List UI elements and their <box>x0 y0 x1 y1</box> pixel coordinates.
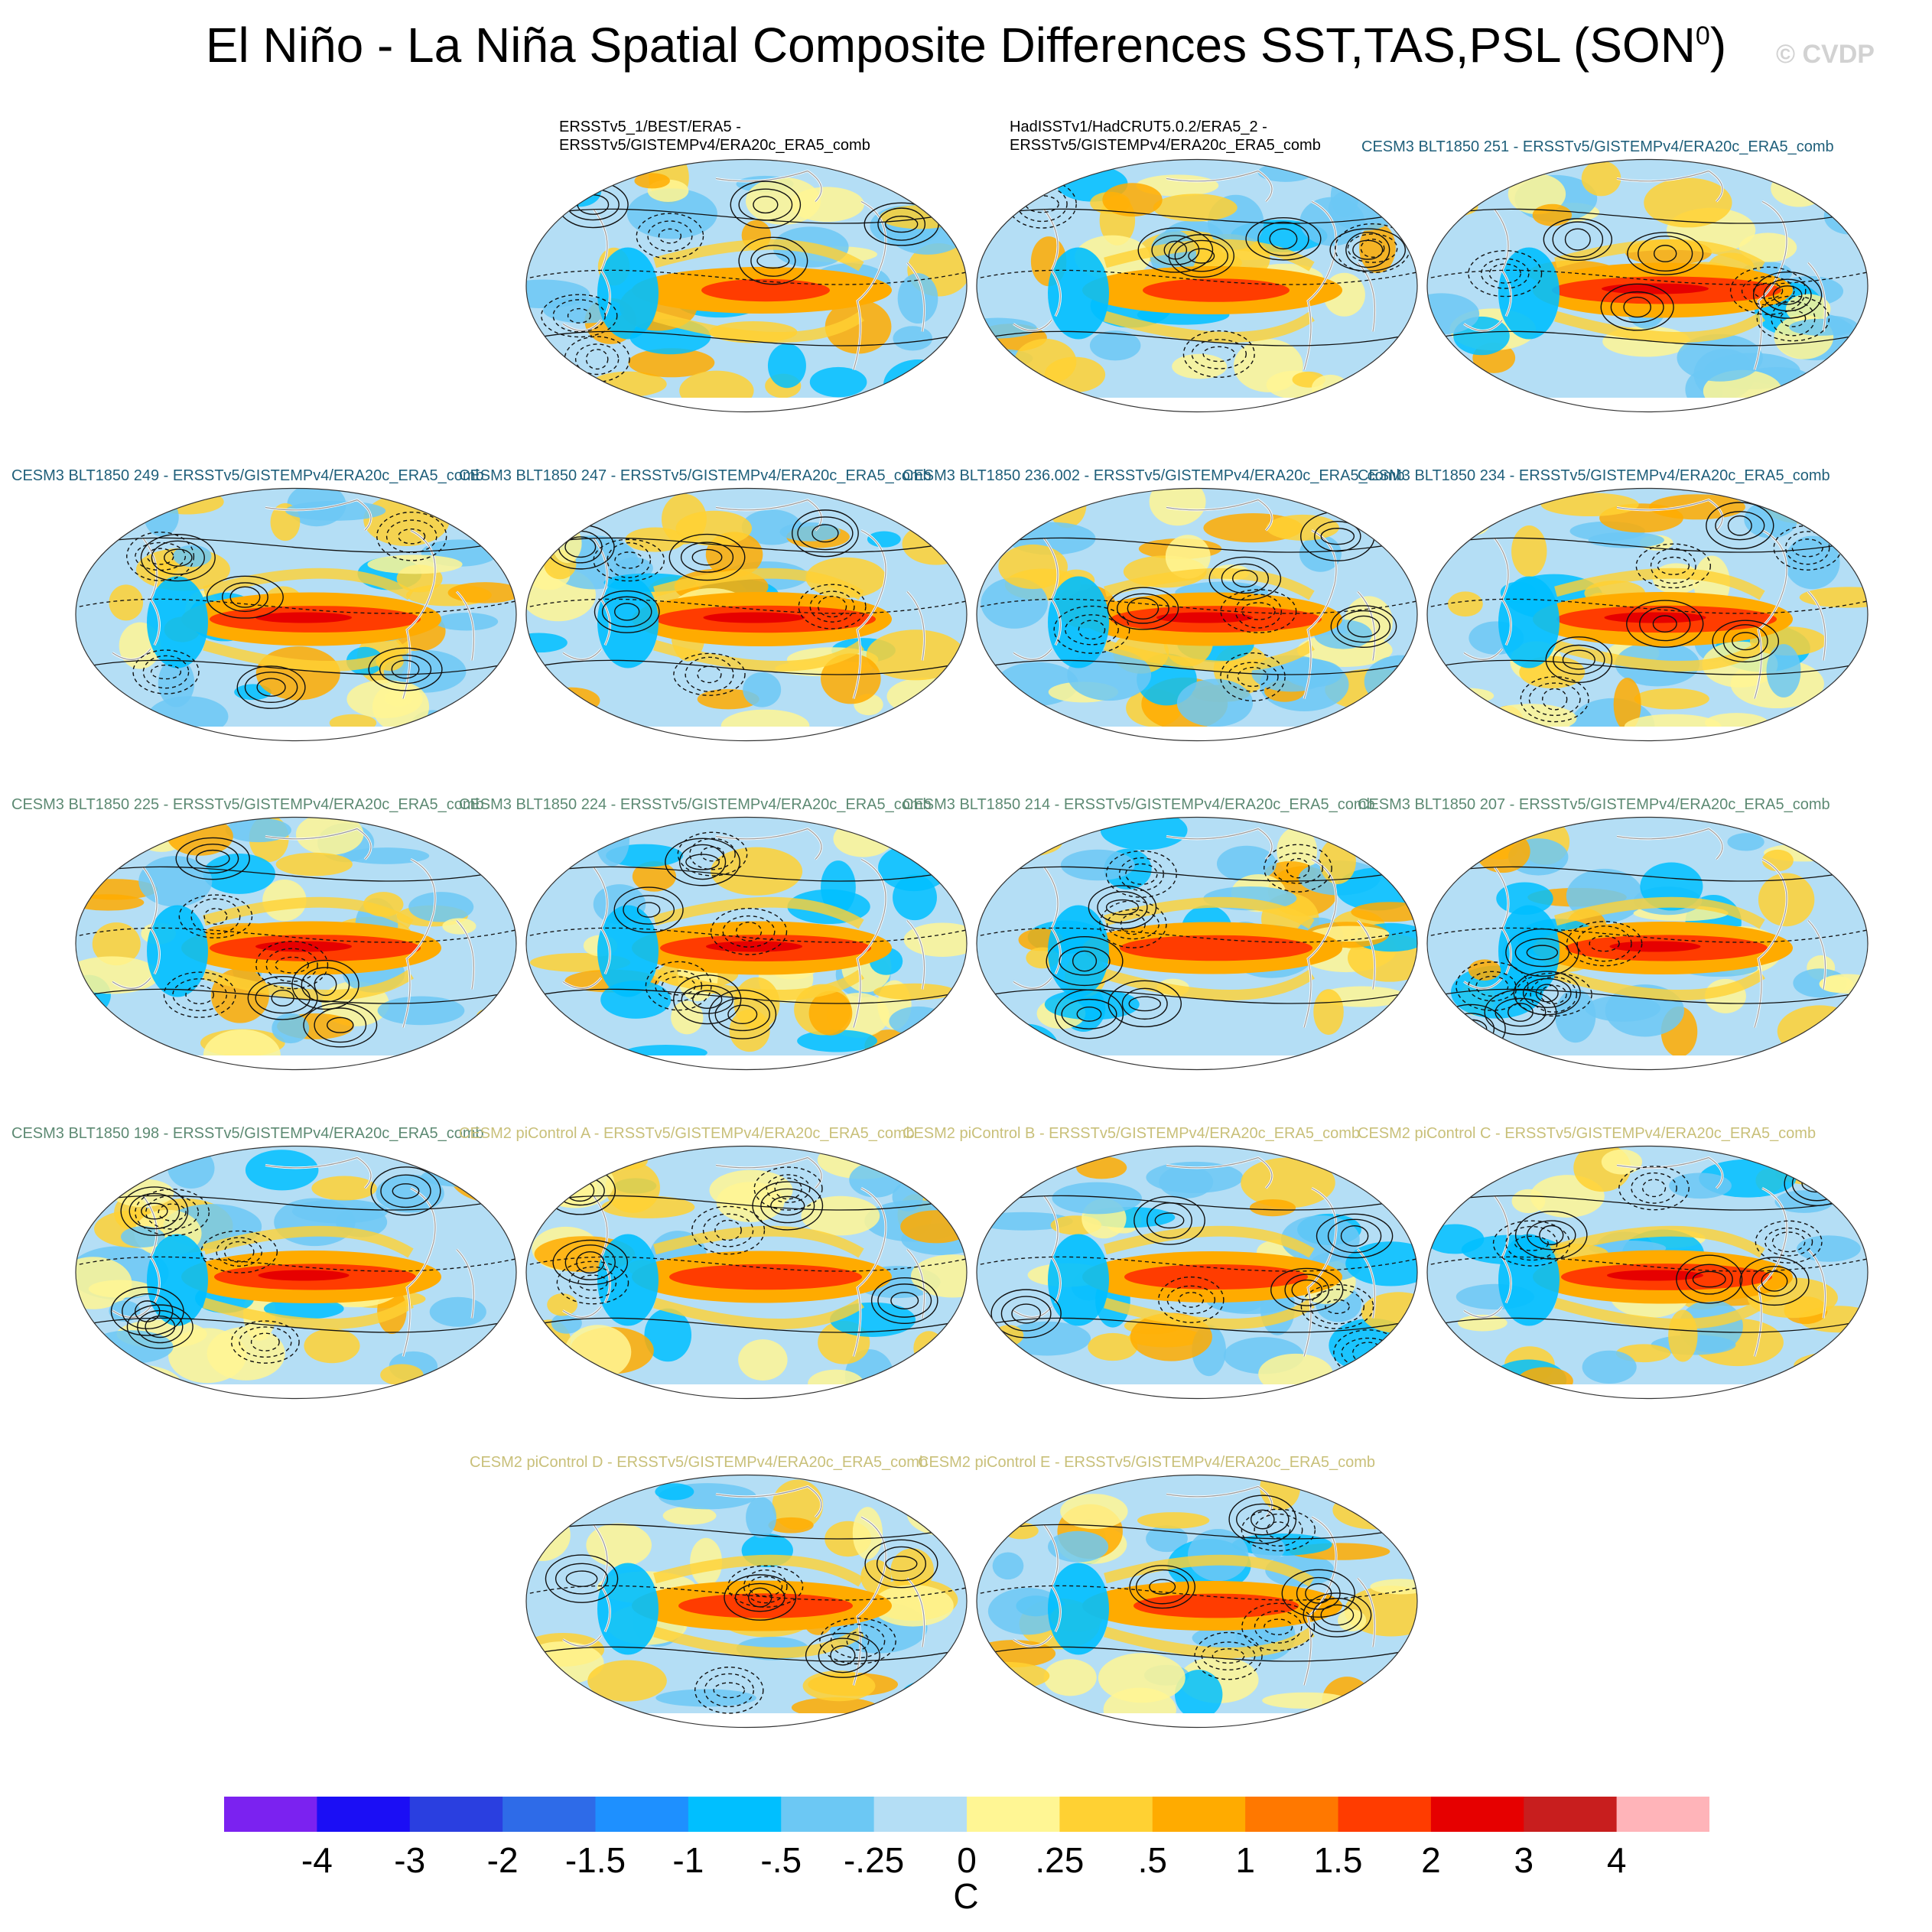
panel-label-line: ERSSTv5/GISTEMPv4/ERA20c_ERA5_comb <box>1010 137 1321 154</box>
panel-label-line: CESM3 BLT1850 198 - ERSSTv5/GISTEMPv4/ER… <box>11 1125 484 1142</box>
panel-label-line: CESM3 BLT1850 234 - ERSSTv5/GISTEMPv4/ER… <box>1358 467 1830 484</box>
colorbar-tick-label: 3 <box>1514 1840 1534 1880</box>
colorbar-tick-label: -1.5 <box>564 1840 626 1880</box>
panel-label-line: CESM3 BLT1850 236.002 - ERSSTv5/GISTEMPv… <box>903 467 1405 484</box>
panel-label: CESM2 piControl D - ERSSTv5/GISTEMPv4/ER… <box>470 1453 928 1472</box>
panel-label-line: CESM2 piControl A - ERSSTv5/GISTEMPv4/ER… <box>459 1125 915 1142</box>
colorbar-bin <box>317 1797 411 1832</box>
panel-label-line: CESM2 piControl B - ERSSTv5/GISTEMPv4/ER… <box>903 1125 1360 1142</box>
panel-label-line: CESM2 piControl C - ERSSTv5/GISTEMPv4/ER… <box>1358 1125 1817 1142</box>
panel-label: CESM2 piControl E - ERSSTv5/GISTEMPv4/ER… <box>918 1453 1375 1472</box>
map-panel <box>976 1474 1418 1729</box>
panel-label: CESM3 BLT1850 247 - ERSSTv5/GISTEMPv4/ER… <box>459 467 932 485</box>
map-panel <box>1426 158 1869 413</box>
colorbar-tick-label: -2 <box>486 1840 519 1880</box>
colorbar-bin <box>1524 1797 1618 1832</box>
panel-label: CESM3 BLT1850 198 - ERSSTv5/GISTEMPv4/ER… <box>11 1124 484 1143</box>
colorbar-tick-label: 1 <box>1235 1840 1255 1880</box>
panel-label: CESM3 BLT1850 236.002 - ERSSTv5/GISTEMPv… <box>903 467 1405 485</box>
colorbar-tick-label: 2 <box>1421 1840 1441 1880</box>
panel-label-line: CESM3 BLT1850 249 - ERSSTv5/GISTEMPv4/ER… <box>11 467 484 484</box>
panel-label: CESM3 BLT1850 225 - ERSSTv5/GISTEMPv4/ER… <box>11 795 484 814</box>
map-panel <box>525 158 968 413</box>
panel-label: HadISSTv1/HadCRUT5.0.2/ERA5_2 - ERSSTv5/G… <box>1010 118 1321 154</box>
panel-label: CESM2 piControl C - ERSSTv5/GISTEMPv4/ER… <box>1358 1124 1816 1143</box>
map-panel <box>976 1145 1418 1400</box>
map-panel <box>1426 1145 1869 1400</box>
colorbar-bin <box>595 1797 689 1832</box>
map-panel <box>75 816 517 1071</box>
colorbar-bin <box>1152 1797 1246 1832</box>
panel-label: CESM3 BLT1850 207 - ERSSTv5/GISTEMPv4/ER… <box>1358 795 1830 814</box>
map-panel <box>525 1145 968 1400</box>
panel-label-line: ERSSTv5/GISTEMPv4/ERA20c_ERA5_comb <box>559 137 870 154</box>
colorbar-tick-label: -1 <box>672 1840 704 1880</box>
panel-label-line: CESM3 BLT1850 251 - ERSSTv5/GISTEMPv4/ER… <box>1361 138 1834 155</box>
map-panel <box>75 1145 517 1400</box>
colorbar-bin <box>503 1797 596 1832</box>
colorbar-tick-label: -3 <box>394 1840 426 1880</box>
map-panel <box>75 487 517 742</box>
panel-label-line: CESM3 BLT1850 207 - ERSSTv5/GISTEMPv4/ER… <box>1358 796 1830 813</box>
colorbar-bin <box>1245 1797 1338 1832</box>
panel-label: CESM3 BLT1850 249 - ERSSTv5/GISTEMPv4/ER… <box>11 467 484 485</box>
colorbar-bin <box>1338 1797 1432 1832</box>
map-panel <box>525 487 968 742</box>
panel-label: ERSSTv5_1/BEST/ERA5 - ERSSTv5/GISTEMPv4/E… <box>559 118 870 154</box>
map-panel <box>976 816 1418 1071</box>
panel-label-line: HadISSTv1/HadCRUT5.0.2/ERA5_2 - <box>1010 119 1267 135</box>
colorbar-tick-label: .25 <box>1035 1840 1085 1880</box>
panel-label-line: CESM3 BLT1850 247 - ERSSTv5/GISTEMPv4/ER… <box>459 467 932 484</box>
colorbar-bin <box>224 1797 317 1832</box>
colorbar-bin <box>1616 1797 1709 1832</box>
map-panel <box>1426 816 1869 1071</box>
map-panel <box>525 1474 968 1729</box>
colorbar-bin <box>873 1797 968 1832</box>
panel-label-line: CESM3 BLT1850 214 - ERSSTv5/GISTEMPv4/ER… <box>903 796 1375 813</box>
colorbar-tick-label: 0 <box>957 1840 977 1880</box>
colorbar-tick-label: -.5 <box>760 1840 802 1880</box>
colorbar-bin <box>688 1797 782 1832</box>
panel-label-line: CESM2 piControl D - ERSSTv5/GISTEMPv4/ER… <box>470 1454 929 1471</box>
colorbar-bin <box>1430 1797 1524 1832</box>
figure-title: El Niño - La Niña Spatial Composite Diff… <box>205 18 1727 73</box>
cvdp-watermark: © CVDP <box>1776 40 1875 69</box>
panel-label-line: CESM2 piControl E - ERSSTv5/GISTEMPv4/ER… <box>918 1454 1375 1471</box>
panel-label: CESM2 piControl B - ERSSTv5/GISTEMPv4/ER… <box>903 1124 1360 1143</box>
colorbar-tick-label: 4 <box>1606 1840 1627 1880</box>
map-panel <box>1426 487 1869 742</box>
colorbar <box>224 1797 1709 1832</box>
panel-label: CESM3 BLT1850 224 - ERSSTv5/GISTEMPv4/ER… <box>459 795 932 814</box>
panel-label-line: CESM3 BLT1850 224 - ERSSTv5/GISTEMPv4/ER… <box>459 796 932 813</box>
panel-label: CESM3 BLT1850 234 - ERSSTv5/GISTEMPv4/ER… <box>1358 467 1830 485</box>
colorbar-bin <box>967 1797 1060 1832</box>
panel-label-line: ERSSTv5_1/BEST/ERA5 - <box>559 119 741 135</box>
map-panel <box>525 816 968 1071</box>
colorbar-units: C <box>953 1876 979 1916</box>
map-panel <box>976 487 1418 742</box>
colorbar-bin <box>1059 1797 1153 1832</box>
colorbar-tick-label: .5 <box>1137 1840 1167 1880</box>
panel-label: CESM2 piControl A - ERSSTv5/GISTEMPv4/ER… <box>459 1124 915 1143</box>
panel-label: CESM3 BLT1850 251 - ERSSTv5/GISTEMPv4/ER… <box>1361 138 1834 156</box>
panel-label-line: CESM3 BLT1850 225 - ERSSTv5/GISTEMPv4/ER… <box>11 796 484 813</box>
map-panel <box>976 158 1418 413</box>
colorbar-bin <box>409 1797 503 1832</box>
colorbar-tick-label: -4 <box>301 1840 333 1880</box>
colorbar-bin <box>781 1797 875 1832</box>
colorbar-tick-label: 1.5 <box>1313 1840 1363 1880</box>
panel-label: CESM3 BLT1850 214 - ERSSTv5/GISTEMPv4/ER… <box>903 795 1375 814</box>
colorbar-tick-label: -.25 <box>843 1840 905 1880</box>
